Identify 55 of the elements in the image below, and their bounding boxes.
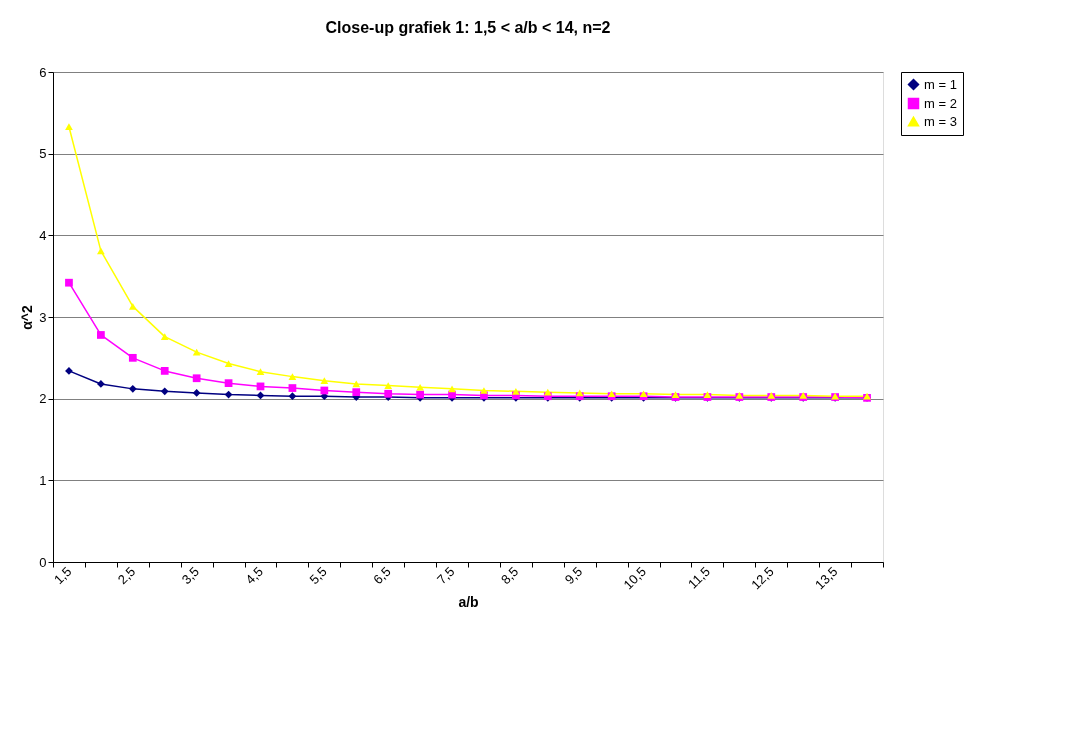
- point: [416, 390, 424, 399]
- x-tick-label: 4,5: [242, 563, 266, 588]
- point: [65, 278, 73, 287]
- point: [224, 379, 233, 388]
- x-tick-label: 11,5: [685, 563, 713, 592]
- point: [320, 386, 329, 395]
- point: [288, 384, 297, 392]
- x-tick-label: 1,5: [51, 563, 75, 588]
- point: [352, 388, 361, 397]
- point: [224, 390, 233, 399]
- point: [160, 387, 169, 396]
- x-axis-title: a/b: [458, 594, 479, 611]
- x-tick-label: 8,5: [497, 563, 522, 588]
- y-tick-label: 6: [39, 64, 47, 80]
- point: [192, 374, 201, 383]
- y-tick-label: 0: [39, 554, 47, 570]
- point: [288, 392, 297, 401]
- y-tick-label: 3: [39, 309, 47, 325]
- legend-label: m = 2: [924, 95, 957, 111]
- point: [97, 247, 105, 255]
- x-tick-label: 7,5: [434, 563, 458, 588]
- point: [384, 382, 393, 389]
- point: [65, 367, 73, 375]
- chart-title: Close-up grafiek 1: 1,5 < a/b < 14, n=2: [325, 19, 611, 36]
- point: [575, 389, 584, 397]
- point: [224, 360, 233, 367]
- point: [65, 123, 73, 131]
- legend-label: m = 1: [924, 76, 957, 92]
- point: [384, 389, 393, 398]
- y-tick-label: 2: [39, 391, 47, 407]
- point: [128, 384, 137, 393]
- point: [160, 333, 169, 340]
- point: [97, 380, 105, 388]
- x-tick-label: 9,5: [561, 563, 586, 588]
- point: [256, 368, 265, 376]
- point: [288, 373, 297, 380]
- point: [97, 331, 105, 339]
- point: [128, 303, 137, 310]
- x-tick-label: 2,5: [114, 563, 139, 588]
- point: [192, 389, 201, 397]
- point: [416, 383, 424, 391]
- y-tick-label: 1: [39, 472, 47, 488]
- legend-label: m = 3: [924, 113, 957, 129]
- point: [128, 353, 137, 362]
- x-tick-label: 6,5: [370, 563, 394, 588]
- point: [480, 387, 488, 394]
- y-tick-label: 5: [39, 146, 47, 162]
- y-axis-title: α^2: [19, 305, 36, 330]
- point: [448, 385, 456, 393]
- x-tick-label: 5,5: [306, 563, 330, 588]
- point: [160, 367, 169, 375]
- point: [320, 377, 329, 385]
- y-tick-label: 4: [39, 227, 47, 243]
- x-tick-label: 3,5: [178, 563, 203, 588]
- point: [512, 387, 520, 395]
